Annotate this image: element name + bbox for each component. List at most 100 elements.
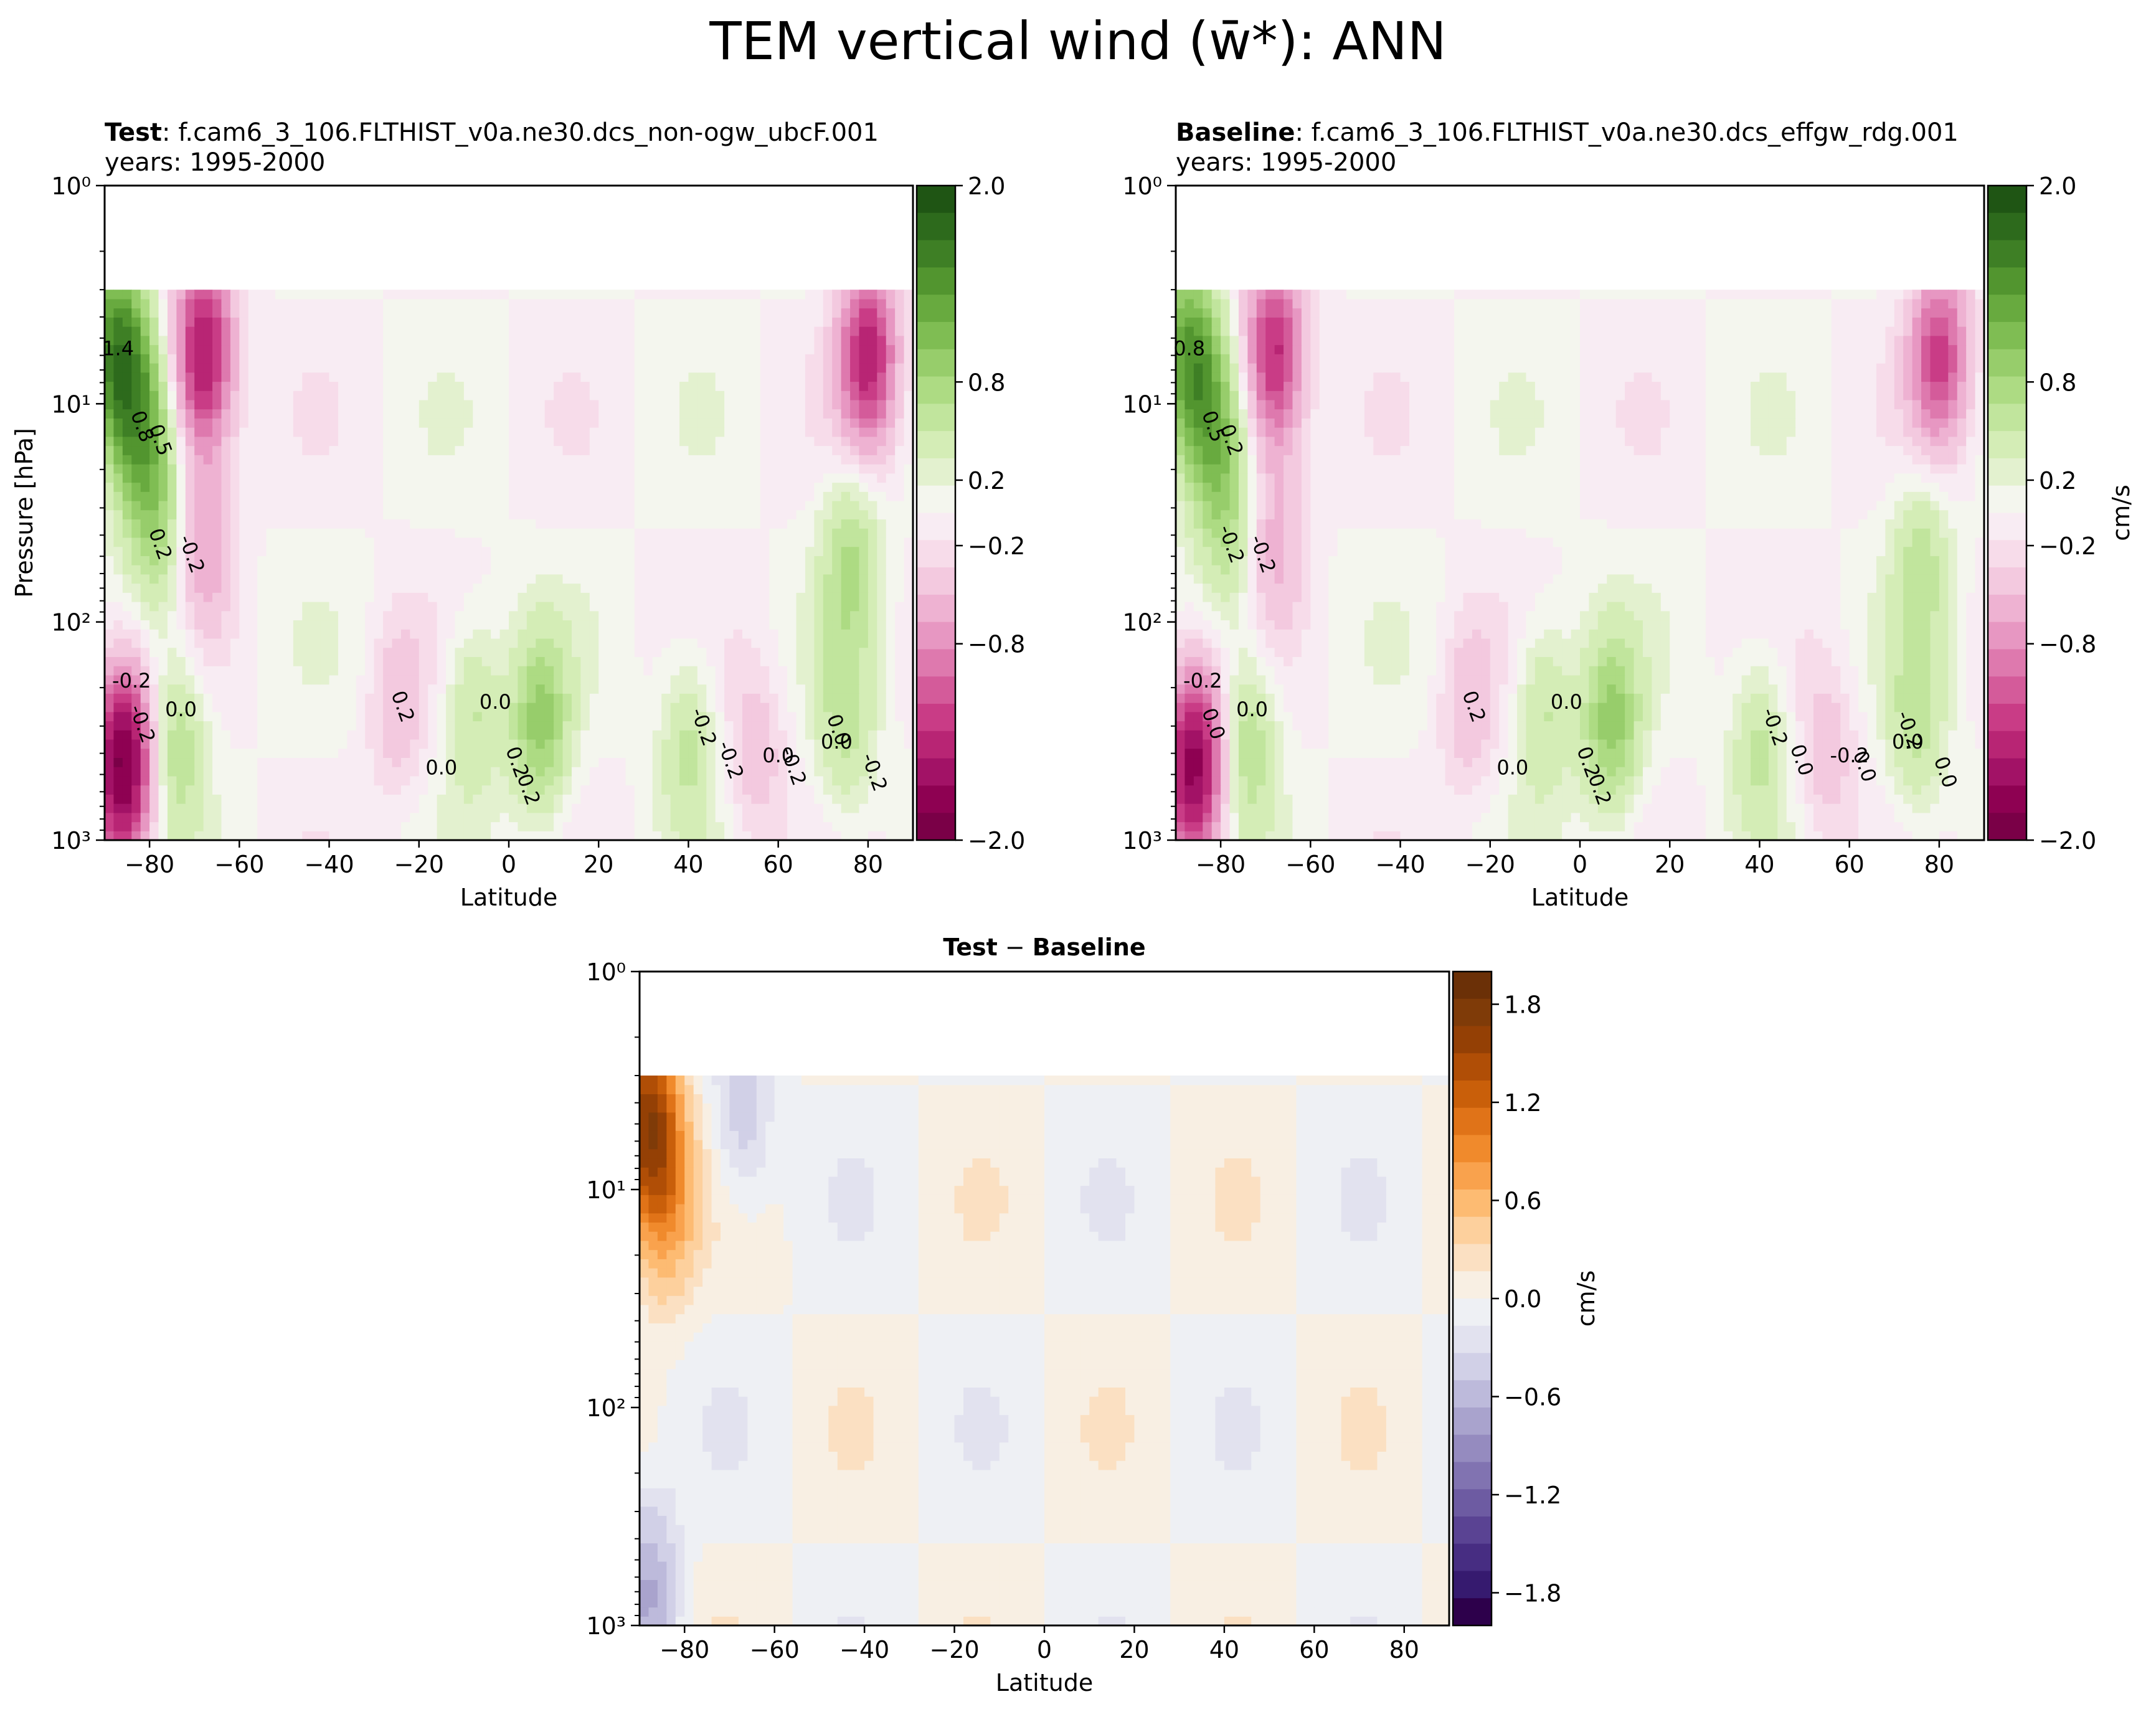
heatmap-cell <box>455 528 465 538</box>
heatmap-cell <box>724 775 734 786</box>
heatmap-cell <box>697 703 707 712</box>
heatmap-cell <box>625 546 635 556</box>
heatmap-cell <box>841 794 851 804</box>
heatmap-cell <box>428 583 438 593</box>
heatmap-cell <box>392 427 402 437</box>
heatmap-cell <box>140 583 150 593</box>
heatmap-cell <box>625 703 635 712</box>
heatmap-cell <box>392 721 402 731</box>
heatmap-cell <box>562 610 572 621</box>
heatmap-cell <box>634 427 644 437</box>
heatmap-cell <box>589 757 599 767</box>
heatmap-cell <box>526 748 536 759</box>
heatmap-cell <box>850 647 860 657</box>
heatmap-cell <box>554 794 564 804</box>
heatmap-cell <box>212 711 222 722</box>
heatmap-cell <box>787 610 797 621</box>
heatmap-cell <box>437 693 447 703</box>
heatmap-cell <box>320 445 330 455</box>
heatmap-cell <box>536 821 546 831</box>
heatmap-cell <box>105 775 115 786</box>
heatmap-cell <box>787 418 797 428</box>
heatmap-cell <box>410 803 420 813</box>
heatmap-cell <box>598 445 608 455</box>
heatmap-cell <box>742 666 752 676</box>
heatmap-cell <box>607 730 617 740</box>
heatmap-cell <box>194 344 204 354</box>
heatmap-cell <box>203 703 213 712</box>
heatmap-cell <box>598 509 608 520</box>
heatmap-cell <box>320 537 330 547</box>
heatmap-cell <box>886 666 896 676</box>
heatmap-cell <box>158 610 168 621</box>
heatmap-cell <box>320 565 330 575</box>
heatmap-cell <box>122 730 132 740</box>
heatmap-cell <box>751 656 761 666</box>
heatmap-cell <box>176 362 186 373</box>
heatmap-cell <box>491 372 501 382</box>
heatmap-cell <box>105 711 115 722</box>
heatmap-cell <box>499 519 509 529</box>
heatmap-cell <box>275 730 285 740</box>
heatmap-cell <box>509 638 519 648</box>
heatmap-cell <box>715 601 725 612</box>
heatmap-cell <box>697 775 707 786</box>
heatmap-cell <box>580 546 590 556</box>
heatmap-cell <box>410 390 420 400</box>
heatmap-cell <box>275 775 285 786</box>
heatmap-cell <box>580 482 590 492</box>
heatmap-cell <box>194 537 204 547</box>
heatmap-cell <box>122 721 132 731</box>
heatmap-cell <box>715 354 725 364</box>
heatmap-cell <box>823 785 833 795</box>
heatmap-cell <box>625 757 635 767</box>
heatmap-cell <box>751 721 761 731</box>
heatmap-cell <box>105 427 115 437</box>
heatmap-cell <box>284 464 294 474</box>
heatmap-cell <box>320 812 330 823</box>
heatmap-cell <box>185 831 195 841</box>
heatmap-cell <box>446 427 456 437</box>
heatmap-cell <box>724 703 734 712</box>
heatmap-cell <box>320 427 330 437</box>
heatmap-cell <box>617 730 626 740</box>
heatmap-cell <box>751 528 761 538</box>
heatmap-cell <box>787 445 797 455</box>
heatmap-cell <box>347 381 357 391</box>
heatmap-cell <box>365 519 375 529</box>
heatmap-cell <box>383 455 393 465</box>
heatmap-cell <box>320 464 330 474</box>
heatmap-cell <box>400 794 410 804</box>
heatmap-cell <box>329 528 339 538</box>
heatmap-cell <box>877 335 887 346</box>
heatmap-cell <box>526 812 536 823</box>
heatmap-cell <box>149 344 159 354</box>
heatmap-cell <box>877 739 887 749</box>
heatmap-cell <box>293 436 303 447</box>
heatmap-cell <box>841 767 851 777</box>
heatmap-cell <box>544 455 554 465</box>
heatmap-cell <box>670 610 680 621</box>
heatmap-cell <box>275 821 285 831</box>
heatmap-cell <box>518 757 527 767</box>
heatmap-cell <box>257 537 267 547</box>
heatmap-cell <box>877 418 887 428</box>
heatmap-cell <box>446 601 456 612</box>
heatmap-cell <box>347 748 357 759</box>
heatmap-cell <box>518 473 527 483</box>
heatmap-cell <box>598 821 608 831</box>
heatmap-cell <box>536 638 546 648</box>
heatmap-cell <box>724 418 734 428</box>
heatmap-cell <box>509 601 519 612</box>
heatmap-cell <box>554 693 564 703</box>
heatmap-cell <box>679 610 689 621</box>
heatmap-cell <box>634 537 644 547</box>
heatmap-cell <box>850 574 860 584</box>
heatmap-cell <box>509 831 519 841</box>
heatmap-cell <box>643 491 653 501</box>
heatmap-cell <box>536 647 546 657</box>
panels: 1.40.80.5-0.20.2-0.2 0.0-0.20.2 0.00.20.20… <box>11 118 2135 1696</box>
heatmap-cell <box>706 703 716 712</box>
heatmap-cell <box>293 775 303 786</box>
heatmap-cell <box>805 399 815 410</box>
